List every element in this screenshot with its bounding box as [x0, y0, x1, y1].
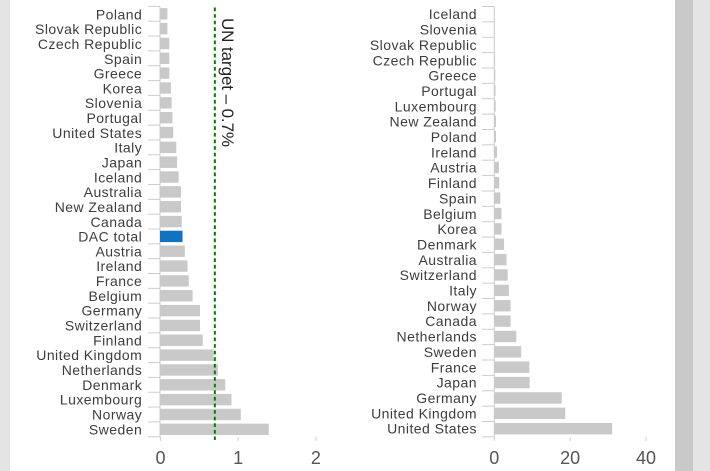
svg-text:Canada: Canada: [90, 214, 142, 230]
svg-text:0: 0: [489, 448, 499, 468]
svg-text:20: 20: [560, 448, 580, 468]
svg-text:Luxembourg: Luxembourg: [60, 392, 142, 408]
svg-text:Luxembourg: Luxembourg: [395, 98, 477, 114]
svg-text:Portugal: Portugal: [86, 110, 142, 126]
svg-text:Denmark: Denmark: [417, 236, 477, 252]
svg-text:Ireland: Ireland: [96, 258, 142, 274]
svg-text:Switzerland: Switzerland: [400, 267, 477, 283]
svg-text:Belgium: Belgium: [88, 288, 142, 304]
svg-text:Austria: Austria: [430, 160, 477, 176]
svg-text:Portugal: Portugal: [421, 83, 477, 99]
svg-text:DAC total: DAC total: [78, 229, 142, 245]
svg-text:Korea: Korea: [103, 80, 143, 96]
svg-text:Finland: Finland: [93, 332, 142, 348]
svg-text:Poland: Poland: [431, 129, 477, 145]
svg-text:Italy: Italy: [114, 140, 142, 156]
svg-text:Netherlands: Netherlands: [62, 362, 142, 378]
svg-text:Slovak Republic: Slovak Republic: [370, 37, 477, 53]
svg-text:2: 2: [311, 448, 321, 468]
svg-text:United States: United States: [52, 125, 142, 141]
svg-text:Canada: Canada: [425, 313, 477, 329]
svg-text:Czech Republic: Czech Republic: [373, 52, 477, 68]
svg-text:Greece: Greece: [428, 68, 477, 84]
svg-text:Finland: Finland: [428, 175, 477, 191]
svg-text:Spain: Spain: [104, 51, 142, 67]
svg-text:Denmark: Denmark: [82, 377, 142, 393]
svg-text:France: France: [431, 359, 477, 375]
svg-text:Greece: Greece: [94, 66, 143, 82]
svg-text:Iceland: Iceland: [94, 169, 142, 185]
svg-text:New Zealand: New Zealand: [390, 114, 477, 130]
svg-text:United States: United States: [387, 421, 477, 437]
svg-text:Italy: Italy: [449, 283, 477, 299]
svg-text:Japan: Japan: [102, 155, 142, 171]
svg-text:Switzerland: Switzerland: [65, 318, 142, 334]
svg-text:Ireland: Ireland: [431, 144, 477, 160]
svg-text:Germany: Germany: [81, 303, 142, 319]
svg-text:Australia: Australia: [84, 184, 143, 200]
svg-text:Sweden: Sweden: [424, 344, 477, 360]
svg-text:Poland: Poland: [96, 6, 142, 22]
svg-text:Sweden: Sweden: [89, 421, 142, 437]
svg-text:Slovak Republic: Slovak Republic: [35, 21, 142, 37]
svg-text:Slovenia: Slovenia: [420, 22, 477, 38]
svg-text:Iceland: Iceland: [429, 6, 477, 22]
svg-text:Norway: Norway: [92, 406, 142, 422]
svg-text:United Kingdom: United Kingdom: [36, 347, 142, 363]
svg-text:United Kingdom: United Kingdom: [371, 405, 477, 421]
svg-text:UN target – 0.7%: UN target – 0.7%: [218, 18, 237, 147]
svg-text:Slovenia: Slovenia: [85, 95, 142, 111]
svg-text:Japan: Japan: [437, 375, 477, 391]
svg-text:Korea: Korea: [437, 221, 477, 237]
svg-text:Belgium: Belgium: [423, 206, 477, 222]
svg-text:Norway: Norway: [427, 298, 477, 314]
svg-text:New Zealand: New Zealand: [55, 199, 142, 215]
svg-text:Austria: Austria: [95, 243, 142, 259]
svg-text:Spain: Spain: [439, 190, 477, 206]
svg-text:Czech Republic: Czech Republic: [38, 36, 142, 52]
svg-text:0: 0: [155, 448, 165, 468]
svg-text:40: 40: [636, 448, 656, 468]
svg-text:Germany: Germany: [416, 390, 477, 406]
svg-text:1: 1: [233, 448, 243, 468]
svg-text:France: France: [96, 273, 142, 289]
svg-text:Netherlands: Netherlands: [397, 329, 477, 345]
svg-text:Australia: Australia: [418, 252, 477, 268]
